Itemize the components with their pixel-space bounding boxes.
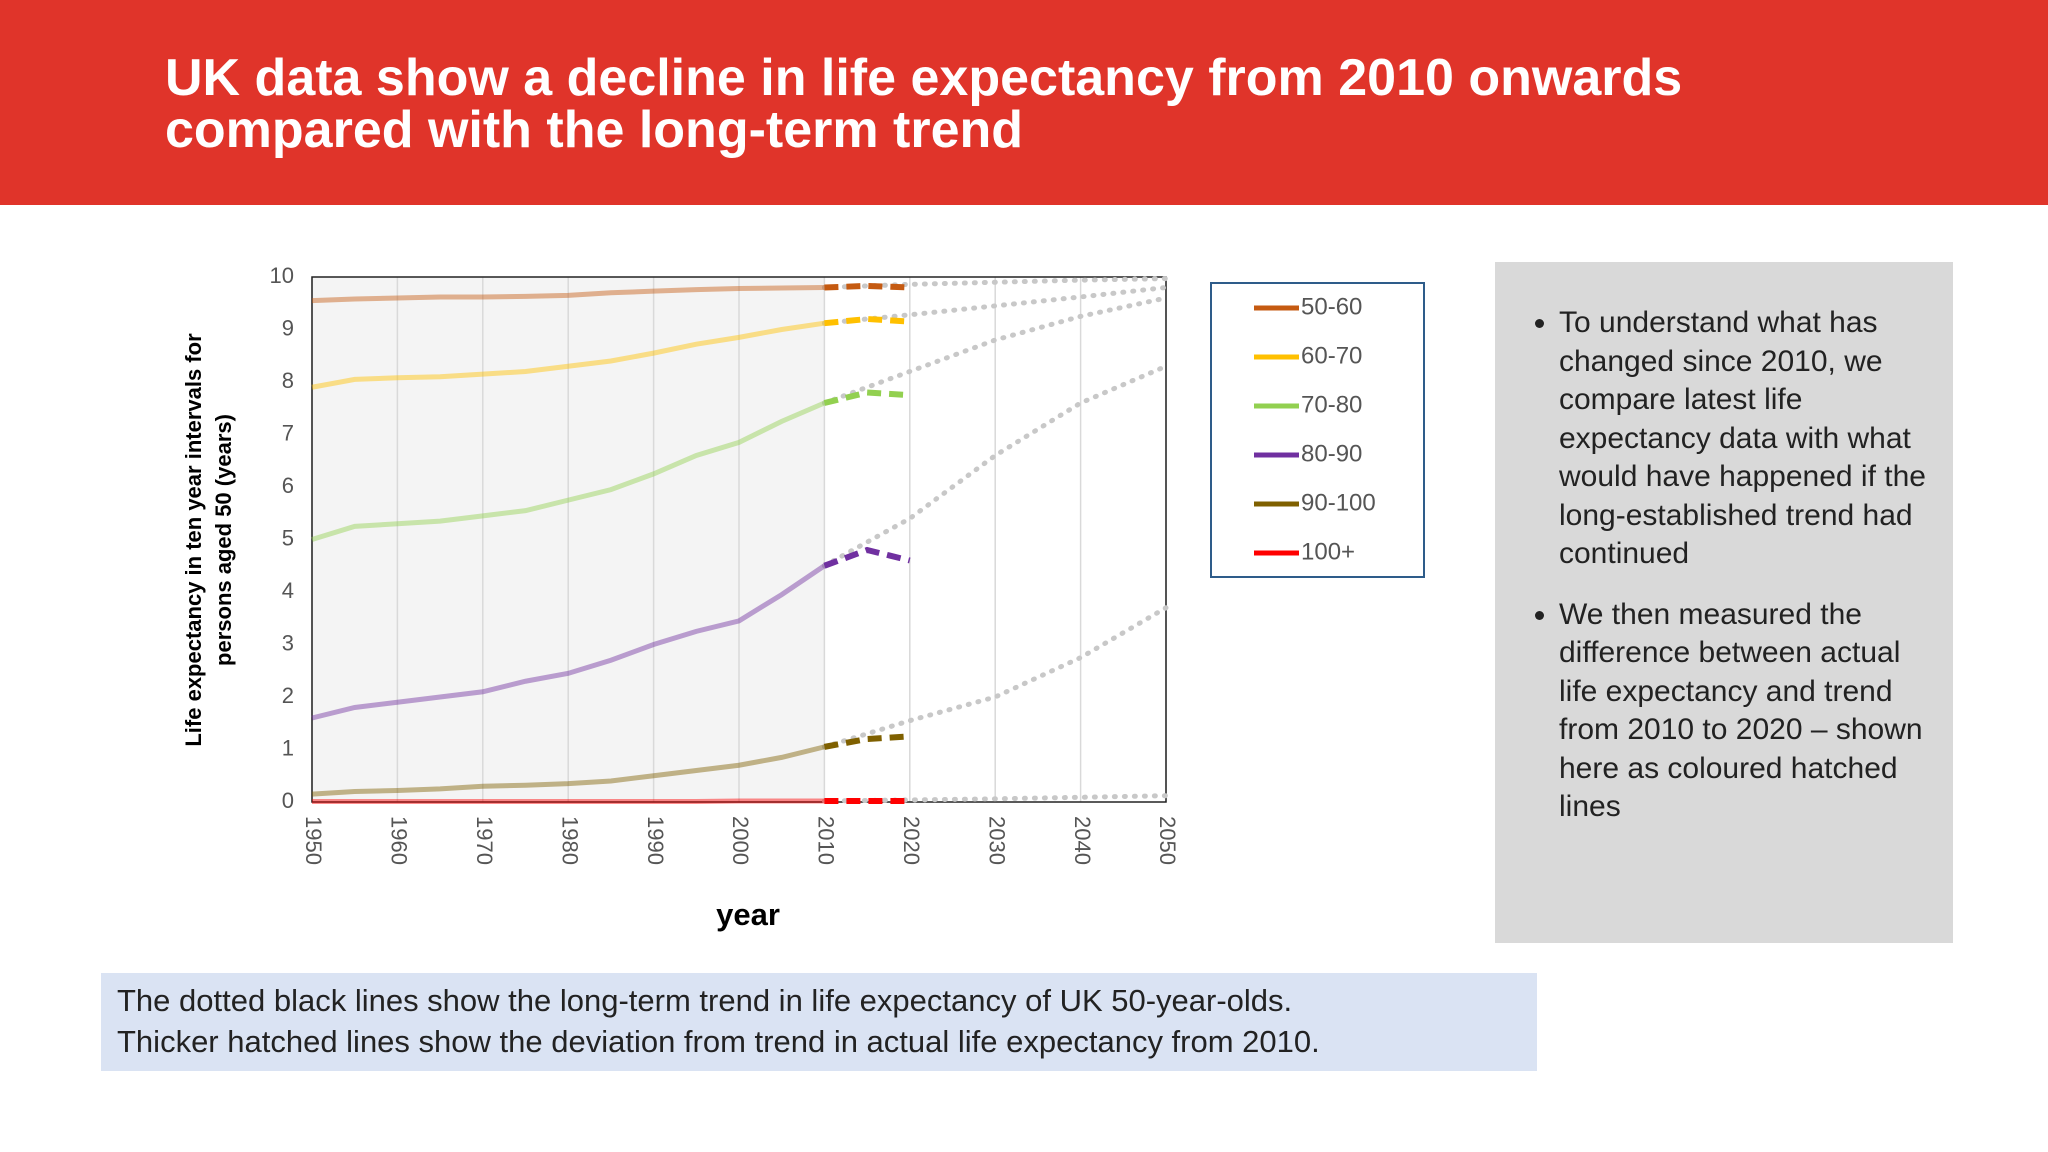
bullet: We then measured the difference between … (1559, 596, 1933, 827)
bullet: To understand what has changed since 201… (1559, 304, 1933, 574)
history-line (311, 744, 825, 797)
plot-frame (311, 276, 1167, 803)
x-axis-label: year (716, 897, 780, 932)
x-tick-label: 2010 (814, 816, 839, 865)
y-tick-label: 0 (282, 788, 294, 813)
y-tick-label: 6 (282, 473, 294, 498)
trend-line (821, 295, 1169, 406)
history-line (311, 400, 826, 542)
actual-line (824, 282, 910, 291)
y-axis-label: Life expectancy in ten year intervals fo… (181, 333, 236, 747)
y-tick-label: 7 (282, 420, 294, 445)
trend-line (821, 793, 1169, 804)
x-tick-label: 2050 (1155, 816, 1180, 865)
trend-line (821, 285, 1169, 326)
y-tick-label: 9 (282, 315, 294, 340)
legend-label: 90-100 (1301, 489, 1376, 516)
x-tick-label: 1960 (387, 816, 412, 865)
bullet-list: To understand what has changed since 201… (1495, 262, 1953, 827)
x-tick-label: 1950 (301, 816, 326, 865)
y-tick-label: 4 (282, 578, 294, 603)
history-line (311, 563, 826, 721)
x-tick-label: 2030 (984, 816, 1009, 865)
trend-line (821, 363, 1169, 569)
caption-line: The dotted black lines show the long-ter… (117, 983, 1293, 1018)
history-line (311, 285, 825, 304)
x-tick-label: 2020 (899, 816, 924, 865)
caption-box: The dotted black lines show the long-ter… (101, 973, 1537, 1071)
history-line (311, 320, 825, 390)
y-tick-label: 2 (282, 683, 294, 708)
legend-label: 100+ (1301, 538, 1355, 565)
title-banner: UK data show a decline in life expectanc… (0, 0, 2048, 205)
x-tick-label: 1990 (643, 816, 668, 865)
legend-label: 60-70 (1301, 342, 1362, 369)
notes-panel: To understand what has changed since 201… (1495, 262, 1953, 943)
trend-line (821, 276, 1169, 290)
actual-line (823, 546, 911, 569)
legend-label: 80-90 (1301, 440, 1362, 467)
actual-line (823, 389, 910, 406)
actual-line (824, 315, 910, 327)
x-tick-label: 1980 (557, 816, 582, 865)
slide-title: UK data show a decline in life expectanc… (165, 49, 1683, 159)
caption-line: Thicker hatched lines show the deviation… (117, 1024, 1320, 1059)
y-tick-label: 3 (282, 630, 294, 655)
x-tick-label: 2000 (728, 816, 753, 865)
actual-line (823, 733, 910, 750)
trend-line (821, 605, 1169, 750)
legend-label: 70-80 (1301, 391, 1362, 418)
y-tick-label: 8 (282, 368, 294, 393)
legend-box (1210, 282, 1425, 578)
y-tick-label: 10 (270, 263, 294, 288)
x-tick-label: 1970 (472, 816, 497, 865)
y-tick-label: 5 (282, 525, 294, 550)
legend-label: 50-60 (1301, 293, 1362, 320)
history-line (312, 798, 825, 804)
y-tick-label: 1 (282, 735, 294, 760)
x-tick-label: 2040 (1070, 816, 1095, 865)
